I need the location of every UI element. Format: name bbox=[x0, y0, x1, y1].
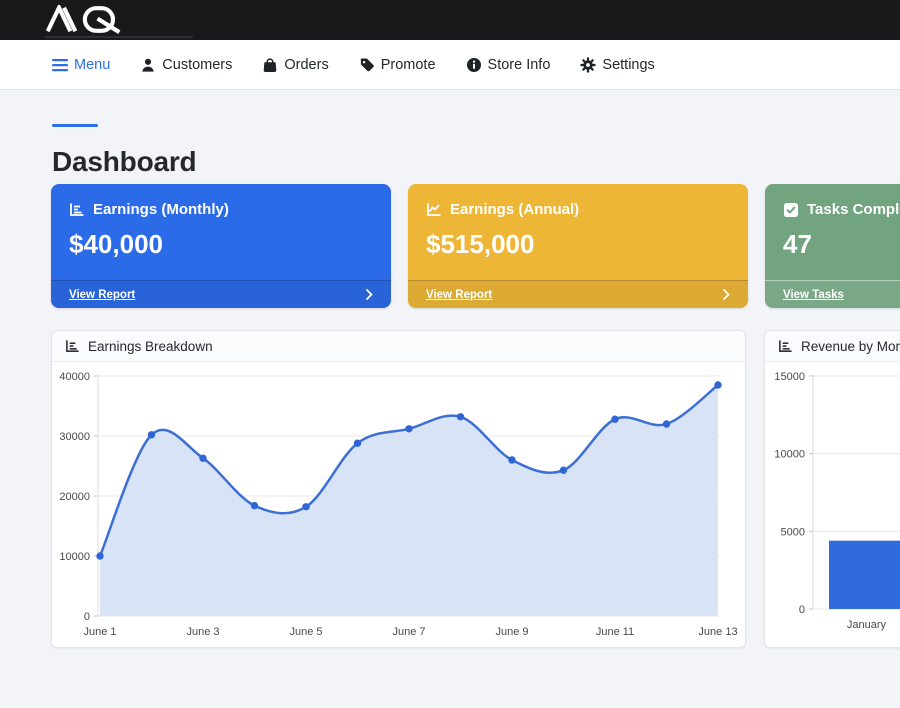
tag-icon bbox=[360, 58, 374, 71]
hamburger-icon bbox=[52, 58, 68, 71]
card-title-label: Earnings (Monthly) bbox=[93, 201, 229, 218]
nav-item-store-info[interactable]: Store Info bbox=[466, 56, 551, 73]
svg-text:June 13: June 13 bbox=[698, 626, 737, 638]
card-footer[interactable]: View Tasks bbox=[765, 280, 900, 308]
chevron-right-icon bbox=[366, 289, 373, 300]
bar-chart-icon bbox=[70, 203, 84, 216]
card-footer[interactable]: View Report bbox=[51, 280, 391, 308]
svg-text:June 11: June 11 bbox=[596, 626, 634, 638]
panel-header: Revenue by Month bbox=[765, 331, 900, 362]
app-logo-icon bbox=[45, 5, 121, 34]
card-title-label: Tasks Completed bbox=[807, 201, 900, 218]
nav-item-label: Customers bbox=[162, 56, 233, 73]
info-icon bbox=[466, 57, 481, 72]
card-footer[interactable]: View Report bbox=[408, 280, 748, 308]
line-chart-icon bbox=[427, 203, 441, 216]
revenue-by-month-panel: Revenue by Month 0 5000 10000 15000 January bbox=[764, 330, 900, 648]
nav-item-label: Menu bbox=[74, 56, 111, 73]
card-value: 47 bbox=[783, 229, 812, 259]
view-tasks-link[interactable]: View Tasks bbox=[783, 288, 844, 301]
top-app-bar bbox=[0, 0, 900, 40]
view-report-link[interactable]: View Report bbox=[69, 288, 136, 301]
svg-text:10000: 10000 bbox=[59, 551, 90, 563]
nav-item-label: Store Info bbox=[487, 56, 551, 73]
chevron-right-icon bbox=[723, 289, 730, 300]
view-report-link[interactable]: View Report bbox=[426, 288, 493, 301]
nav-item-orders[interactable]: Orders bbox=[262, 56, 329, 73]
svg-text:June 3: June 3 bbox=[186, 626, 219, 638]
bar-chart-icon bbox=[66, 339, 79, 352]
nav-item-promote[interactable]: Promote bbox=[359, 57, 436, 73]
svg-text:30000: 30000 bbox=[59, 431, 90, 443]
card-title-label: Earnings (Annual) bbox=[450, 201, 580, 218]
nav-item-label: Orders bbox=[284, 56, 329, 73]
panel-title: Earnings Breakdown bbox=[88, 338, 213, 354]
bar-chart-icon bbox=[779, 339, 792, 352]
nav-item-menu[interactable]: Menu bbox=[52, 57, 110, 73]
svg-text:15000: 15000 bbox=[774, 371, 805, 383]
nav-item-label: Promote bbox=[380, 56, 436, 73]
card-value: $40,000 bbox=[69, 229, 163, 259]
svg-text:June 5: June 5 bbox=[289, 626, 322, 638]
svg-text:0: 0 bbox=[799, 604, 805, 616]
logo-underline bbox=[45, 36, 193, 38]
svg-text:0: 0 bbox=[84, 611, 90, 623]
nav-item-label: Settings bbox=[602, 56, 655, 73]
gear-icon bbox=[580, 56, 597, 73]
nav-item-customers[interactable]: Customers bbox=[140, 57, 232, 73]
panel-header: Earnings Breakdown bbox=[52, 331, 745, 362]
svg-text:20000: 20000 bbox=[59, 491, 90, 503]
revenue-by-month-chart: 0 5000 10000 15000 January bbox=[765, 362, 900, 648]
earnings-breakdown-chart: 0 10000 20000 30000 40000 June 1 June 3 June 5 J… bbox=[52, 362, 745, 648]
svg-text:June 7: June 7 bbox=[392, 626, 425, 638]
card-earnings-annual: Earnings (Annual) $515,000 View Report bbox=[408, 184, 748, 308]
svg-text:June 1: June 1 bbox=[83, 626, 116, 638]
card-earnings-monthly: Earnings (Monthly) $40,000 View Report bbox=[51, 184, 391, 308]
active-tab-underline bbox=[52, 124, 98, 127]
card-tasks-completed: Tasks Completed 47 View Tasks bbox=[765, 184, 900, 308]
bag-icon bbox=[264, 57, 277, 72]
panel-title: Revenue by Month bbox=[801, 338, 900, 354]
check-square-icon bbox=[784, 202, 798, 217]
svg-text:5000: 5000 bbox=[781, 526, 805, 538]
main-nav: Menu Customers Orders Promote bbox=[0, 40, 900, 127]
svg-text:January: January bbox=[847, 619, 887, 631]
nav-item-settings[interactable]: Settings bbox=[580, 56, 655, 73]
card-value: $515,000 bbox=[426, 229, 535, 259]
svg-text:June 9: June 9 bbox=[495, 626, 528, 638]
page-title: Dashboard bbox=[52, 146, 197, 177]
earnings-breakdown-panel: Earnings Breakdown 0 10000 20000 30000 40000… bbox=[51, 330, 746, 648]
person-icon bbox=[142, 58, 154, 72]
svg-text:10000: 10000 bbox=[774, 449, 805, 461]
svg-text:40000: 40000 bbox=[59, 371, 90, 383]
